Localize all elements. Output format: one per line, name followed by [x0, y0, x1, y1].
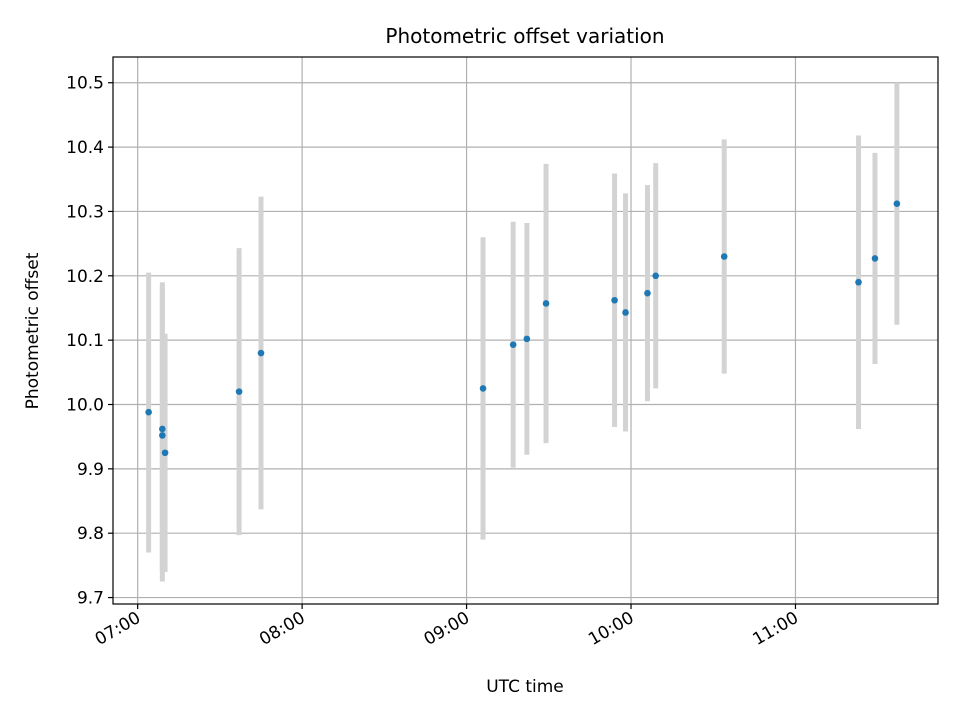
- data-point: [161, 449, 169, 457]
- data-point: [542, 300, 550, 307]
- data-point: [479, 385, 487, 392]
- data-point: [871, 255, 879, 262]
- data-point: [893, 200, 901, 208]
- data-point: [644, 289, 651, 297]
- data-point: [159, 425, 166, 433]
- data-point: [720, 253, 728, 260]
- data-point: [652, 272, 659, 280]
- data-point: [235, 388, 243, 395]
- y-tick-label: 10.5: [66, 74, 104, 94]
- y-axis-ticks: 9.7 9.8 9.9 10.0 10.1 10.2 10.3 10.4 10.5: [66, 74, 113, 609]
- y-tick-label: 10.3: [66, 202, 104, 222]
- y-tick-label: 9.7: [77, 589, 104, 609]
- data-point: [855, 278, 862, 286]
- data-points: [145, 200, 901, 457]
- data-point: [523, 335, 531, 343]
- y-tick-label: 10.4: [66, 138, 104, 158]
- y-tick-label: 10.0: [66, 396, 104, 416]
- plot-frame: [112, 56, 939, 605]
- y-tick-label: 9.9: [77, 460, 104, 480]
- y-tick-label: 10.2: [66, 267, 104, 287]
- x-axis-label: UTC time: [486, 677, 564, 697]
- data-point: [159, 432, 166, 439]
- data-point: [622, 309, 629, 316]
- chart-title: Photometric offset variation: [385, 24, 664, 48]
- data-point: [611, 296, 618, 304]
- gridlines: [113, 57, 938, 604]
- y-tick-label: 9.8: [77, 524, 104, 544]
- y-axis-label: Photometric offset: [23, 252, 43, 409]
- y-tick-label: 10.1: [66, 331, 104, 351]
- data-point: [509, 341, 517, 348]
- data-point: [257, 349, 265, 357]
- data-point: [145, 408, 152, 416]
